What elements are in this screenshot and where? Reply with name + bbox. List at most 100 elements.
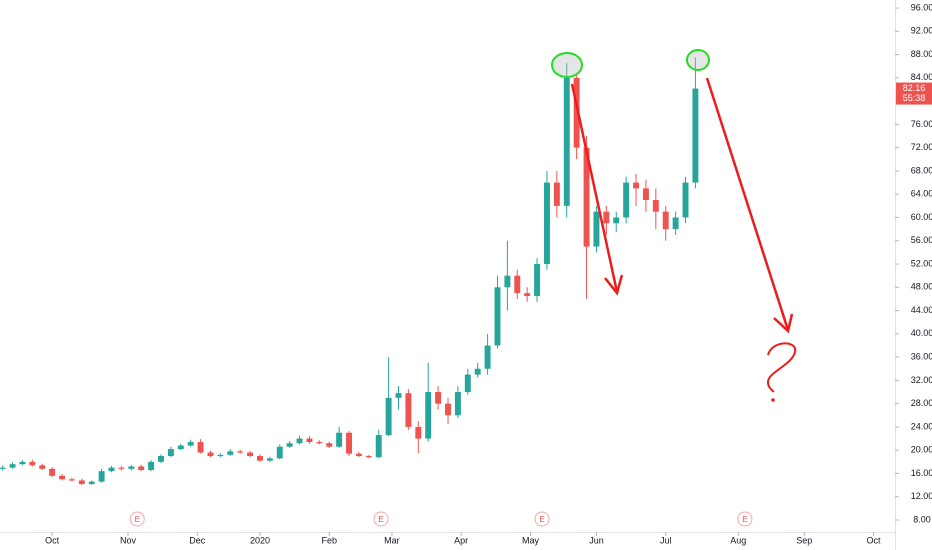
candle-body: [59, 475, 65, 480]
candle-body: [227, 451, 234, 455]
candle-body: [306, 438, 313, 443]
candle-body: [623, 182, 630, 218]
candle-body: [336, 432, 343, 447]
candle-body: [68, 479, 75, 481]
candle-body: [346, 432, 352, 454]
x-tick-label: Jun: [589, 535, 604, 545]
candle-body: [484, 345, 491, 369]
candle-body: [692, 88, 699, 183]
y-tick-label: 32.00: [911, 375, 932, 385]
candle-body: [573, 77, 580, 148]
candle-body: [9, 464, 16, 468]
candle-body: [177, 445, 184, 450]
candle-body: [217, 454, 224, 457]
earnings-label: E: [378, 515, 383, 524]
candle-body: [158, 456, 164, 462]
candle-body: [504, 275, 511, 288]
earnings-marker: [534, 511, 550, 527]
annotations: [551, 49, 797, 402]
candle-body: [148, 461, 155, 470]
candle-body: [583, 147, 590, 247]
plot: [0, 57, 699, 486]
candle-body: [682, 182, 689, 218]
candle-body: [207, 452, 214, 457]
countdown-label: 55:38: [903, 93, 926, 103]
candle-body: [88, 481, 95, 484]
candle-body: [247, 452, 254, 457]
candle-body: [543, 182, 550, 265]
question-dot: [771, 398, 775, 402]
y-tick-label: 88.00: [911, 49, 932, 59]
candle-body: [98, 471, 105, 482]
candle-body: [524, 293, 531, 297]
y-tick-label: 96.00: [911, 2, 932, 12]
x-tick-label: Apr: [454, 535, 468, 545]
candle-body: [603, 211, 610, 224]
x-tick-label: Aug: [730, 535, 746, 545]
y-tick-label: 92.00: [911, 26, 932, 36]
candle-body: [435, 392, 442, 404]
x-tick-label: Oct: [867, 535, 882, 545]
x-tick-label: Dec: [189, 535, 206, 545]
candle-body: [0, 467, 6, 469]
x-tick-label: Jul: [660, 535, 672, 545]
x-tick-label: Mar: [384, 535, 400, 545]
highlight-circle: [551, 52, 583, 78]
candle-body: [276, 446, 283, 459]
y-tick-label: 44.00: [911, 305, 932, 315]
candle-body: [167, 449, 174, 457]
candle-body: [385, 397, 392, 436]
earnings-label: E: [135, 515, 140, 524]
y-tick-label: 64.00: [911, 189, 932, 199]
candle-body: [49, 468, 56, 476]
candle-body: [633, 182, 640, 189]
y-tick-label: 72.00: [911, 142, 932, 152]
y-tick-label: 12.00: [911, 491, 932, 501]
candle-body: [563, 77, 570, 206]
arrow: [705, 77, 790, 331]
earnings-marker: [373, 511, 389, 527]
y-tick-label: 60.00: [911, 212, 932, 222]
x-tick-label: Oct: [45, 535, 60, 545]
arrow-head: [604, 274, 624, 296]
candle-body: [138, 466, 145, 470]
y-tick-label: 40.00: [911, 328, 932, 338]
earnings-label: E: [539, 515, 544, 524]
y-tick-label: 48.00: [911, 282, 932, 292]
y-tick-label: 36.00: [911, 351, 932, 361]
question-mark: [766, 342, 797, 393]
candle-body: [375, 435, 382, 458]
earnings-marker: [737, 511, 753, 527]
candle-body: [662, 211, 669, 230]
y-tick-label: 20.00: [911, 445, 932, 455]
x-tick-label: 2020: [250, 535, 270, 545]
candle-body: [365, 456, 372, 458]
candle-body: [128, 466, 135, 469]
candle-body: [415, 426, 422, 439]
y-tick-label: 8.00: [913, 514, 931, 524]
candle-body: [425, 392, 432, 439]
candle-body: [534, 264, 541, 297]
candle-body: [256, 456, 263, 461]
candle-body: [672, 217, 679, 230]
x-tick-label: May: [522, 535, 540, 545]
candle-body: [445, 403, 451, 416]
candle-body: [29, 461, 36, 466]
candle-body: [187, 442, 194, 446]
earnings-label: E: [742, 515, 747, 524]
y-tick-label: 76.00: [911, 119, 932, 129]
candle-body: [286, 443, 293, 447]
last-price-label: 82.16: [903, 83, 926, 93]
candle-body: [266, 458, 273, 461]
candle-body: [474, 368, 481, 375]
x-tick-label: Feb: [321, 535, 337, 545]
x-tick-label: Sep: [796, 535, 812, 545]
candle-body: [405, 393, 412, 427]
candle-body: [316, 442, 323, 444]
candle-body: [454, 392, 461, 416]
candle-body: [355, 453, 362, 457]
candle-body: [613, 217, 620, 224]
candle-body: [19, 461, 26, 465]
